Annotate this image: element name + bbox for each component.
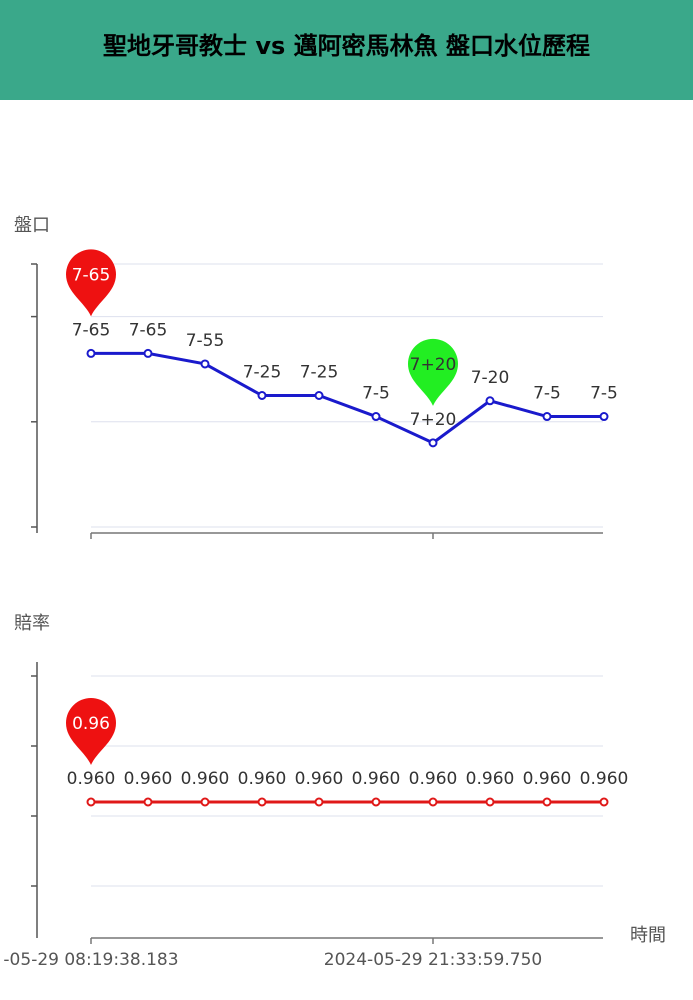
point (485, 797, 495, 807)
title: 聖地牙哥教士 vs 邁阿密馬林魚 盤口水位歷程 (103, 32, 590, 60)
x-axis-label: 時間 (630, 925, 666, 946)
pin (66, 698, 116, 765)
value-label: 0.960 (295, 769, 344, 789)
point (371, 412, 381, 422)
point (143, 797, 153, 807)
point (86, 348, 96, 358)
pin-label: 7+20 (410, 355, 457, 375)
point (257, 797, 267, 807)
value-label: 7-25 (243, 363, 282, 383)
point (542, 797, 552, 807)
value-label: 0.960 (181, 769, 230, 789)
x-tick-label: 2024-05-29 21:33:59.750 (324, 950, 542, 970)
value-label: 7-65 (129, 320, 168, 340)
point (371, 797, 381, 807)
value-label: 0.960 (124, 769, 173, 789)
point (314, 391, 324, 400)
point (200, 359, 210, 369)
point (143, 348, 153, 358)
value-label: 7-5 (362, 384, 390, 404)
point (485, 396, 495, 406)
value-label: 7-25 (300, 363, 339, 383)
value-label: 0.960 (238, 769, 287, 789)
value-label: 7-65 (72, 320, 111, 340)
point (428, 797, 438, 807)
point (599, 797, 609, 807)
pin-label: 7-65 (72, 265, 111, 285)
value-label: 7-55 (186, 331, 225, 351)
value-label: 7+20 (410, 410, 457, 430)
header: 聖地牙哥教士 vs 邁阿密馬林魚 盤口水位歷程 (0, 0, 693, 100)
line (91, 351, 604, 445)
value-label: 7-20 (471, 368, 510, 388)
value-label: 0.960 (67, 769, 116, 789)
point (542, 412, 552, 422)
y-axis-label: 賠率 (14, 613, 50, 634)
pin-label: 0.96 (72, 714, 110, 734)
point (257, 391, 267, 400)
value-label: 7-5 (590, 384, 618, 404)
value-label: 7-5 (533, 384, 561, 404)
value-label: 0.960 (409, 769, 458, 789)
point (86, 797, 96, 807)
value-label: 0.960 (523, 769, 572, 789)
value-label: 0.960 (466, 769, 515, 789)
pin (408, 338, 458, 406)
point (599, 412, 609, 422)
pin (66, 249, 116, 317)
value-label: 0.960 (580, 769, 629, 789)
point (200, 797, 210, 807)
value-label: 0.960 (352, 769, 401, 789)
y-axis-label: 盤口 (14, 215, 50, 236)
point (314, 797, 324, 807)
x-tick-label: -05-29 08:19:38.183 (3, 950, 178, 970)
point (428, 438, 438, 448)
